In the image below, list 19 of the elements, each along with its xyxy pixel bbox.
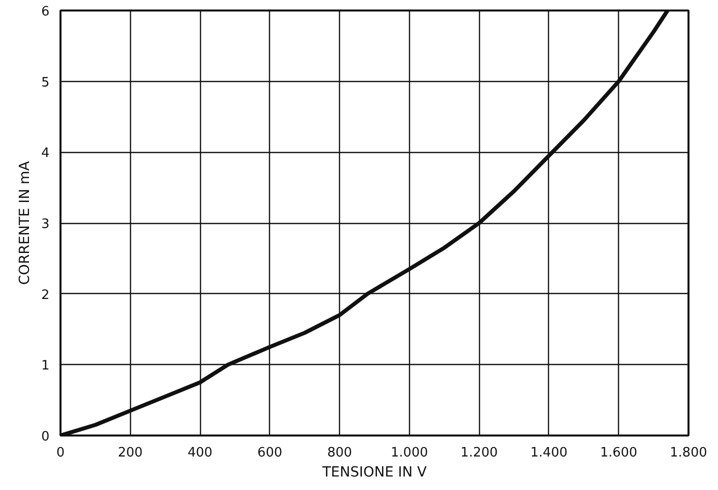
x-tick-label: 1.200 (460, 446, 498, 460)
x-tick-label: 600 (257, 446, 282, 460)
x-tick-label: 1.000 (390, 446, 428, 460)
y-tick-label: 1 (41, 358, 50, 374)
y-tick-label: 0 (41, 430, 50, 444)
y-tick-label: 5 (41, 75, 50, 90)
x-tick-label: 1.800 (670, 446, 708, 460)
y-tick-label: 4 (41, 146, 50, 162)
x-tick-label: 200 (118, 446, 143, 460)
x-tick-label: 0 (56, 446, 65, 460)
x-tick-label: 400 (188, 446, 212, 460)
x-tick-label: 1.600 (600, 446, 638, 460)
y-tick-label: 6 (41, 4, 50, 20)
y-tick-label: 3 (41, 217, 50, 232)
x-axis-title: TENSIONE IN V (321, 464, 428, 480)
y-axis-title: CORRENTE IN mA (17, 160, 34, 285)
x-tick-label: 800 (327, 446, 352, 460)
x-tick-label: 1.400 (530, 446, 568, 460)
y-tick-label: 2 (41, 288, 50, 303)
